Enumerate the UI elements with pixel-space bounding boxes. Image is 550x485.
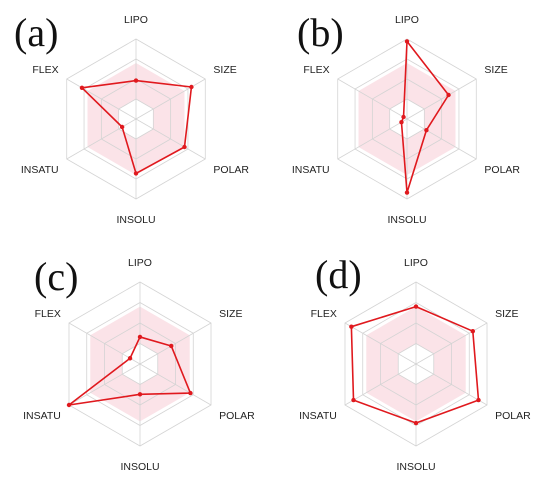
panel-label: (b): [297, 10, 344, 55]
axis-label-polar: POLAR: [213, 164, 249, 176]
data-point-insatu: [351, 397, 356, 403]
axis-spoke: [337, 78, 408, 120]
panel-label: (c): [34, 254, 78, 299]
data-point-insatu: [66, 402, 72, 408]
data-point-insatu: [399, 120, 404, 125]
data-point-lipo: [137, 334, 143, 340]
data-point-size: [470, 329, 476, 334]
radar-panel: (b) LIPO SIZE POLAR INSOLU INSATU FLEX: [292, 10, 521, 226]
axis-label-lipo: LIPO: [128, 257, 152, 269]
axis-label-lipo: LIPO: [395, 14, 419, 26]
axis-label-insolu: INSOLU: [116, 214, 155, 226]
axis-spoke: [135, 78, 206, 120]
radar-panel: (d) LIPO SIZE POLAR INSOLU INSATU FLEX: [299, 252, 531, 473]
axis-label-size: SIZE: [213, 64, 236, 76]
axis-spoke: [406, 118, 477, 160]
axis-label-size: SIZE: [495, 308, 518, 320]
data-point-size: [446, 92, 451, 98]
radar-panel: (a) LIPO SIZE POLAR INSOLU INSATU FLEX: [14, 10, 249, 226]
axis-label-lipo: LIPO: [404, 257, 428, 269]
axis-label-insolu: INSOLU: [120, 461, 159, 473]
data-point-lipo: [133, 78, 139, 83]
axis-label-polar: POLAR: [219, 410, 255, 422]
axis-spoke: [139, 363, 212, 406]
axis-spoke: [139, 322, 212, 365]
axis-spoke: [66, 78, 137, 120]
radar-panel: (c) LIPO SIZE POLAR INSOLU INSATU FLEX: [23, 254, 255, 473]
axis-label-polar: POLAR: [495, 410, 531, 422]
axis-label-lipo: LIPO: [124, 14, 148, 26]
optimal-range-band: [366, 306, 466, 422]
axis-label-insatu: INSATU: [23, 410, 61, 422]
axis-label-polar: POLAR: [484, 164, 520, 176]
axis-label-size: SIZE: [219, 308, 242, 320]
axis-spoke: [415, 322, 488, 365]
axis-label-flex: FLEX: [303, 64, 329, 76]
axis-spoke: [406, 78, 477, 120]
axis-spoke: [415, 363, 488, 406]
axis-label-insatu: INSATU: [299, 410, 337, 422]
data-point-flex: [79, 85, 85, 91]
data-point-size: [169, 343, 174, 349]
data-point-insolu: [137, 392, 143, 397]
axis-label-flex: FLEX: [35, 308, 61, 320]
data-point-flex: [127, 356, 133, 361]
axis-label-insatu: INSATU: [21, 164, 59, 176]
axis-label-size: SIZE: [484, 64, 507, 76]
data-point-flex: [401, 114, 406, 120]
data-point-insolu: [413, 420, 419, 426]
axis-label-flex: FLEX: [32, 64, 58, 76]
axis-spoke: [344, 322, 417, 365]
axis-label-insolu: INSOLU: [396, 461, 435, 473]
axis-spoke: [344, 363, 417, 406]
data-point-insatu: [119, 124, 125, 130]
optimal-range-band: [87, 63, 185, 175]
panel-label: (d): [315, 252, 362, 297]
axis-spoke: [337, 118, 408, 160]
axis-spoke: [66, 118, 137, 160]
data-point-size: [189, 84, 194, 90]
optimal-range-band: [90, 306, 190, 422]
data-point-flex: [349, 324, 354, 329]
data-point-lipo: [413, 304, 419, 309]
data-point-insolu: [404, 190, 410, 195]
axis-spoke: [68, 363, 141, 406]
data-point-polar: [476, 397, 481, 403]
axis-label-insolu: INSOLU: [387, 214, 426, 226]
axis-label-flex: FLEX: [311, 308, 337, 320]
data-point-polar: [182, 144, 187, 150]
optimal-range-band: [358, 63, 456, 175]
axis-label-insatu: INSATU: [292, 164, 330, 176]
axis-spoke: [135, 118, 206, 160]
data-point-polar: [188, 390, 193, 396]
data-point-lipo: [404, 39, 410, 44]
panel-label: (a): [14, 10, 58, 55]
data-point-polar: [424, 128, 429, 133]
data-point-insolu: [133, 171, 139, 176]
